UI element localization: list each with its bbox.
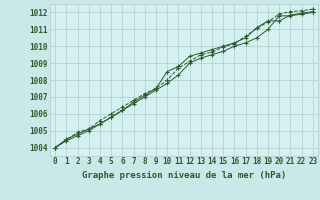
X-axis label: Graphe pression niveau de la mer (hPa): Graphe pression niveau de la mer (hPa): [82, 171, 286, 180]
